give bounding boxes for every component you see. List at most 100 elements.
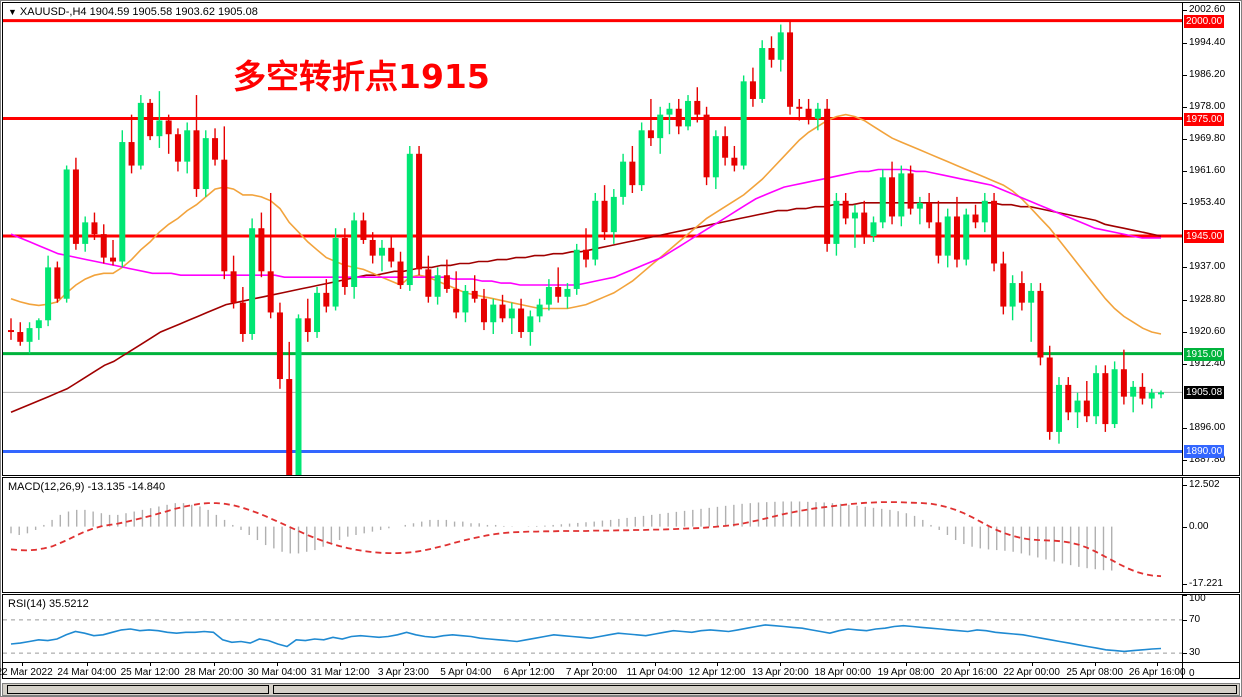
rsi-axis-label: 0 [1189,668,1195,679]
time-axis-tick [842,662,844,666]
time-axis-label: 7 Apr 20:00 [565,667,618,678]
price-axis-label: 1986.20 [1189,68,1226,80]
rsi-axis-label: 100 [1189,594,1206,604]
time-axis-label: 5 Apr 04:00 [440,667,492,678]
time-axis-line [2,662,1240,663]
macd-axis[interactable]: 12.502 0.00 -17.221 [1182,478,1239,592]
time-axis-label: 24 Mar 04:00 [57,667,117,678]
time-axis[interactable]: 22 Mar 2022 24 Mar 04:00 25 Mar 12:00 28 Ma… [0,662,1240,682]
price-level-tag[interactable]: 1915.00 [1184,347,1225,361]
price-level-tag[interactable]: 1905.08 [1184,386,1225,400]
price-axis-tick [1183,203,1187,205]
time-axis-tick [1031,662,1033,666]
price-axis-label: 1912.40 [1189,357,1226,369]
price-axis-tick [1183,106,1187,108]
price-axis[interactable]: 2002.60 1994.40 1986.20 1978.00 1969.80 1961.… [1182,3,1239,475]
price-axis-tick [1183,171,1187,173]
price-axis-tick [1183,299,1187,301]
price-level-tag[interactable]: 1945.00 [1184,230,1225,244]
time-axis-label: 22 Apr 00:00 [1003,667,1060,678]
price-chart-pane[interactable]: 2002.60 1994.40 1986.20 1978.00 1969.80 1961.… [2,2,1240,476]
rsi-title: RSI(14) 35.5212 [8,598,89,610]
symbol-header[interactable]: ▼ XAUUSD-,H4 1904.59 1905.58 1903.62 1905… [8,6,258,18]
scrollbar-thumb[interactable] [7,685,269,694]
time-axis-label: 26 Apr 16:00 [1128,667,1186,678]
time-axis-tick [780,662,782,666]
time-axis-tick [403,662,405,666]
chevron-down-icon[interactable]: ▼ [8,7,17,17]
macd-axis-tick [1183,484,1187,486]
time-axis-label: 25 Apr 08:00 [1066,667,1124,678]
time-axis-label: 30 Mar 04:00 [247,667,307,678]
time-axis-label: 22 Mar 2022 [0,667,53,678]
time-axis-tick [150,662,152,666]
price-axis-tick [1183,331,1187,333]
macd-axis-tick [1183,584,1187,586]
macd-pane[interactable]: 12.502 0.00 -17.221 MACD(12,26,9) -13.135 … [2,477,1240,593]
macd-axis-label: 0.00 [1189,520,1209,532]
time-axis-label: 25 Mar 12:00 [120,667,180,678]
rsi-axis-tick [1183,595,1187,596]
time-axis-tick [717,662,719,666]
price-level-tag[interactable]: 1890.00 [1184,445,1225,459]
time-axis-label: 18 Apr 00:00 [814,667,872,678]
time-axis-tick [591,662,593,666]
price-axis-label: 1953.40 [1189,197,1226,209]
price-axis-label: 1920.60 [1189,325,1226,337]
time-axis-tick [905,662,907,666]
macd-axis-label: -17.221 [1189,578,1223,590]
time-axis-label: 12 Apr 12:00 [688,667,746,678]
horizontal-scrollbar[interactable] [2,683,1240,696]
macd-plot-area[interactable] [3,478,1183,592]
macd-title: MACD(12,26,9) -13.135 -14.840 [8,481,166,493]
price-axis-label: 1961.60 [1189,165,1226,177]
time-axis-tick [213,662,215,666]
rsi-axis-label: 30 [1189,647,1201,659]
rsi-axis[interactable]: 100 70 30 0 [1182,595,1239,678]
time-axis-tick [22,662,24,666]
time-axis-label: 28 Mar 20:00 [184,667,244,678]
time-axis-tick [654,662,656,666]
time-axis-tick [1094,662,1096,666]
price-axis-label: 2002.60 [1189,4,1226,16]
time-axis-label: 20 Apr 16:00 [940,667,998,678]
price-axis-label: 1896.00 [1189,421,1226,433]
time-axis-label: 31 Mar 12:00 [310,667,370,678]
rsi-plot-area[interactable] [3,595,1183,678]
price-axis-tick [1183,138,1187,140]
price-level-tag[interactable]: 2000.00 [1184,14,1225,28]
price-axis-tick [1183,427,1187,429]
symbol-header-text: XAUUSD-,H4 1904.59 1905.58 1903.62 1905.… [19,6,258,18]
price-axis-tick [1183,10,1187,12]
price-axis-tick [1183,267,1187,269]
time-axis-tick [969,662,971,666]
price-axis-label: 1978.00 [1189,100,1226,112]
time-axis-label: 13 Apr 20:00 [751,667,809,678]
time-axis-label: 19 Apr 08:00 [877,667,935,678]
macd-axis-tick [1183,526,1187,528]
time-axis-tick [277,662,279,666]
time-axis-label: 11 Apr 04:00 [626,667,683,678]
price-axis-label: 1994.40 [1189,36,1226,48]
macd-svg [10,501,1162,578]
time-axis-tick [529,662,531,666]
time-axis-tick [1157,662,1159,666]
price-annotation-label: 多空转折点1915 [233,57,490,96]
price-axis-label: 1887.80 [1189,454,1226,466]
rsi-pane[interactable]: 100 70 30 0 RSI(14) 35.5212 [2,594,1240,679]
price-axis-label: 1969.80 [1189,132,1226,144]
scrollbar-thumb[interactable] [273,685,1237,694]
price-axis-tick [1183,460,1187,462]
price-axis-tick [1183,74,1187,76]
price-svg [3,19,1183,475]
price-level-tag[interactable]: 1975.00 [1184,112,1225,126]
time-axis-tick [465,662,467,666]
time-axis-label: 6 Apr 12:00 [503,667,555,678]
price-plot-area[interactable] [3,3,1183,475]
rsi-axis-tick [1183,619,1187,621]
macd-axis-label: 12.502 [1189,478,1220,490]
price-axis-label: 1928.80 [1189,293,1226,305]
price-axis-tick [1183,42,1187,44]
rsi-axis-label: 70 [1189,613,1201,625]
